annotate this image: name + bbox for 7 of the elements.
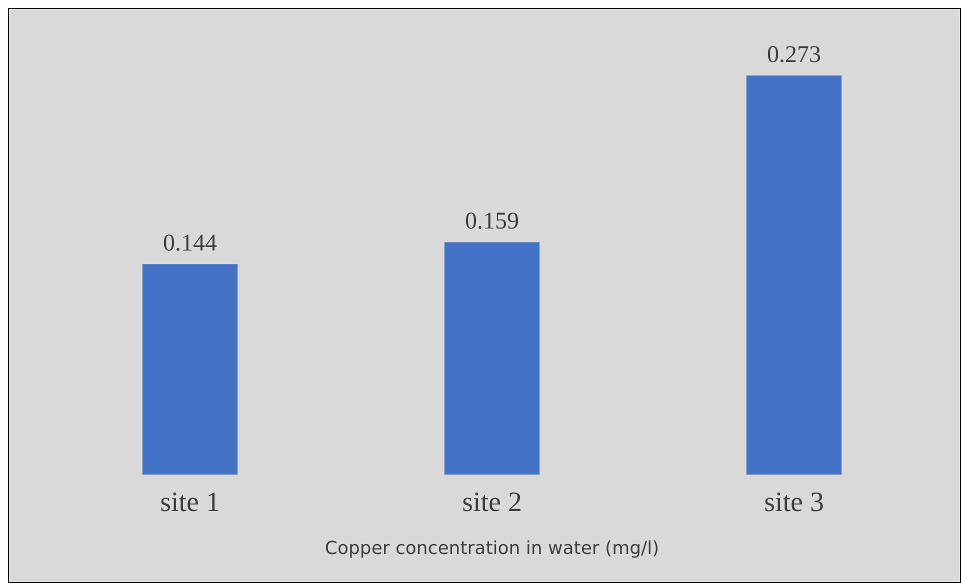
x-axis-title: Copper concentration in water (mg/l) xyxy=(324,538,660,559)
x-tick-label: site 1 xyxy=(160,486,220,518)
x-tick-label: site 2 xyxy=(462,486,522,518)
data-label: 0.144 xyxy=(163,230,217,256)
data-label: 0.159 xyxy=(465,208,519,235)
x-tick-label: site 3 xyxy=(764,486,824,518)
data-label: 0.273 xyxy=(767,42,821,68)
